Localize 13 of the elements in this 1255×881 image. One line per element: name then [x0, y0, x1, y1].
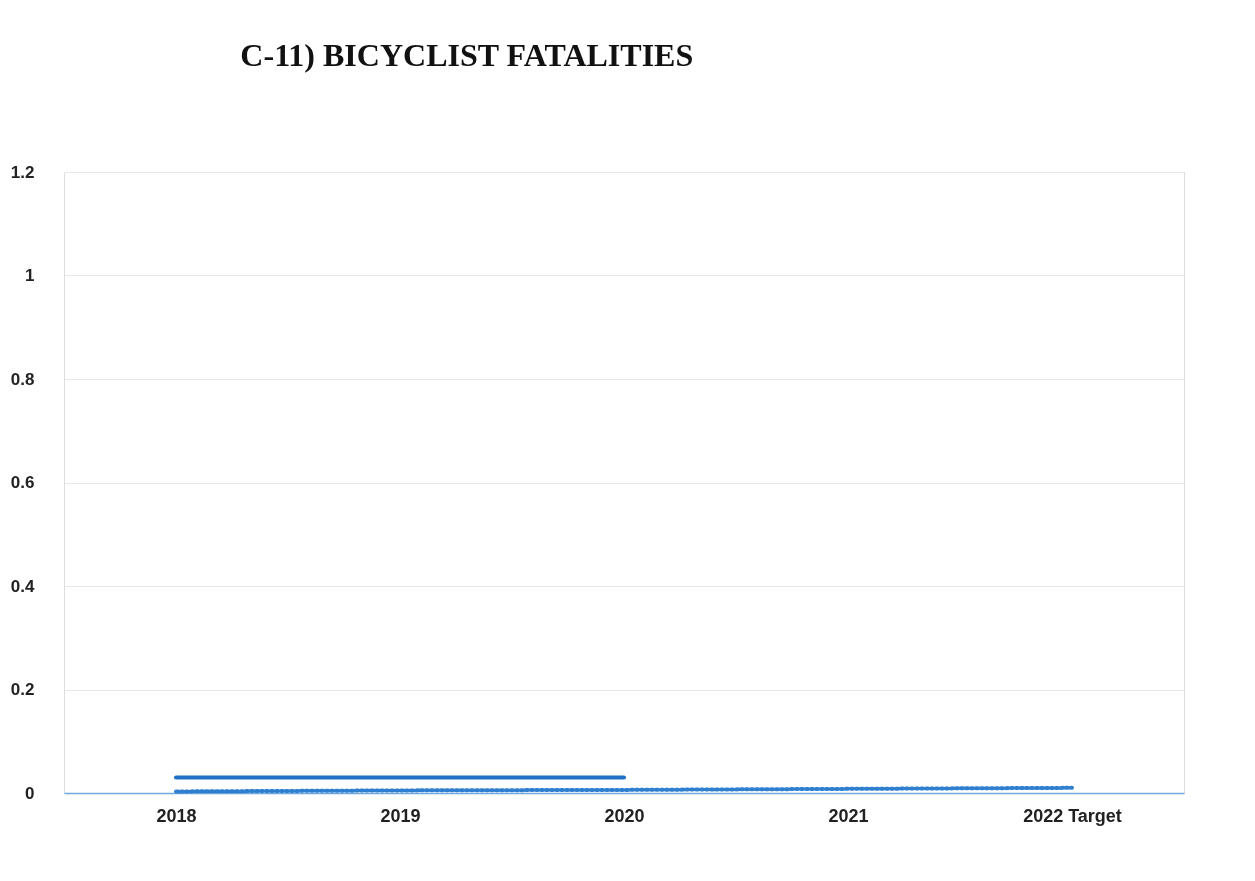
- x-tick-label: 2018: [156, 805, 197, 826]
- y-tick-label: 1: [25, 266, 35, 285]
- y-tick-label: 1.2: [10, 162, 35, 182]
- x-tick-label: 2019: [380, 805, 421, 826]
- x-tick-label: 2020: [604, 805, 645, 826]
- y-tick-label: 0.8: [10, 369, 35, 389]
- y-tick-label: 0.4: [10, 576, 36, 596]
- y-tick-label: 0: [25, 783, 35, 803]
- chart-title: C-11) BICYCLIST FATALITIES: [240, 37, 694, 73]
- x-tick-label: 2022 Target: [1023, 805, 1122, 826]
- x-tick-label: 2021: [828, 805, 869, 826]
- y-tick-label: 0.6: [10, 473, 35, 492]
- y-tick-label: 0.2: [10, 680, 35, 699]
